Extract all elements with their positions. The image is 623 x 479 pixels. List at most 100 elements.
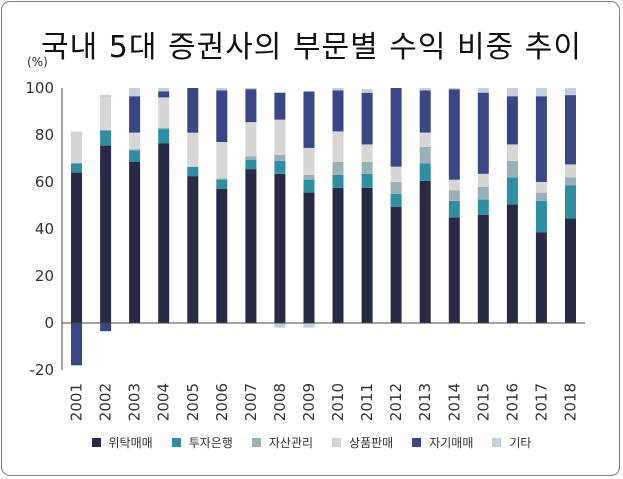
bar-segment-2014-5 — [448, 88, 460, 90]
y-tick-label: 60 — [35, 173, 54, 191]
bar-segment-2010-4 — [332, 90, 344, 132]
bar-segment-2013-2 — [419, 146, 431, 164]
legend-label: 자기매매 — [429, 436, 474, 450]
x-tick-label: 2003 — [126, 383, 144, 421]
bar-segment-2012-2 — [390, 182, 402, 194]
bar-segment-2015-4 — [477, 92, 489, 174]
bar-segment-2003-5 — [129, 88, 141, 97]
legend-label: 상품판매 — [349, 436, 394, 450]
bar-segment-2014-0 — [448, 217, 460, 324]
bar-segment-2018-0 — [565, 218, 576, 323]
bar-segment-2013-5 — [419, 88, 431, 91]
bar-segment-2018-1 — [565, 185, 576, 219]
x-tick-label: 2008 — [271, 383, 289, 421]
y-tick-label: -20 — [30, 361, 55, 379]
bar-segment-2007-5 — [245, 88, 257, 90]
bar-segment-2004-3 — [158, 97, 170, 128]
bar-segment-2003-1 — [129, 150, 141, 162]
legend-swatch — [492, 438, 502, 447]
bar-segment-2008-0 — [274, 173, 286, 323]
bar-segment-2006-5 — [216, 88, 228, 91]
bar-segment-2014-2 — [448, 190, 460, 201]
bar-segment-2011-3 — [361, 144, 373, 162]
x-tick-label: 2012 — [387, 383, 405, 421]
bar-segment-2003-2 — [129, 149, 141, 151]
bar-segment-2002-4 — [100, 323, 112, 332]
bar-segment-2005-3 — [187, 132, 199, 167]
bar-segment-2004-0 — [158, 143, 170, 323]
bar-segment-2008-2 — [274, 155, 286, 161]
legend-label: 투자은행 — [188, 436, 233, 450]
bar-segment-2015-2 — [477, 186, 489, 200]
legend-swatch — [171, 438, 181, 447]
bar-segment-2003-0 — [129, 162, 141, 323]
bar-segment-2010-0 — [332, 187, 344, 323]
bar-segment-2012-4 — [390, 88, 402, 167]
bar-segment-2001-4 — [71, 323, 82, 366]
x-tick-label: 2017 — [532, 383, 550, 421]
bar-segment-2002-5 — [100, 95, 112, 98]
bar-segment-2008-1 — [274, 160, 286, 174]
bar-segment-2012-1 — [390, 193, 402, 207]
bar-segment-2008-3 — [274, 119, 286, 155]
legend-item: 자산관리 — [251, 434, 314, 451]
bar-segment-2009-5 — [303, 323, 315, 328]
bar-segment-2006-3 — [216, 142, 228, 179]
bar-segment-2017-0 — [535, 232, 547, 323]
y-tick-label: 0 — [44, 314, 54, 332]
bar-segment-2013-4 — [419, 90, 431, 133]
bar-segment-2017-5 — [535, 88, 547, 97]
x-tick-label: 2018 — [562, 383, 580, 421]
bar-segment-2016-2 — [506, 160, 518, 178]
legend-swatch — [332, 438, 342, 447]
bar-segment-2003-4 — [129, 96, 141, 133]
legend-swatch — [251, 438, 261, 447]
legend-item: 자기매매 — [412, 434, 473, 451]
x-tick-label: 2010 — [329, 383, 347, 421]
y-axis-unit-label: (%) — [27, 55, 48, 69]
x-tick-label: 2016 — [503, 383, 521, 421]
bar-segment-2017-1 — [535, 200, 547, 233]
y-tick-label: 80 — [35, 126, 54, 144]
bar-segment-2017-4 — [535, 96, 547, 182]
bar-segment-2007-3 — [245, 122, 257, 157]
bar-segment-2011-0 — [361, 187, 373, 323]
bar-segment-2001-0 — [71, 172, 82, 323]
x-tick-label: 2004 — [155, 383, 173, 421]
legend-label: 자산관리 — [268, 436, 314, 450]
bar-segment-2010-1 — [332, 175, 344, 188]
bar-segment-2001-1 — [71, 163, 82, 173]
bar-segment-2008-4 — [274, 92, 286, 120]
y-tick-label: 20 — [35, 267, 54, 285]
bar-segment-2012-3 — [390, 166, 402, 182]
bar-segment-2003-3 — [129, 132, 141, 150]
bar-segment-2017-2 — [535, 192, 547, 201]
bar-segment-2002-0 — [100, 145, 112, 323]
x-tick-label: 2015 — [474, 383, 492, 421]
bar-segment-2012-0 — [390, 206, 402, 323]
legend-label: 기타 — [509, 436, 532, 450]
bar-segment-2006-4 — [216, 90, 228, 142]
bar-segment-2018-2 — [565, 177, 576, 186]
bar-segment-2018-5 — [565, 88, 576, 96]
bar-segment-2007-4 — [245, 89, 257, 123]
bar-segment-2015-0 — [477, 214, 489, 323]
x-tick-label: 2005 — [184, 383, 202, 421]
bar-segment-2009-3 — [303, 147, 315, 175]
bar-segment-2004-5 — [158, 88, 170, 92]
bar-segment-2010-5 — [332, 88, 344, 91]
bar-segment-2011-5 — [361, 89, 373, 93]
bar-segment-2017-3 — [535, 182, 547, 193]
bar-segment-2010-3 — [332, 131, 344, 162]
bar-segment-2005-4 — [187, 88, 199, 133]
bar-segment-2016-4 — [506, 96, 518, 145]
y-tick-label: 100 — [25, 79, 54, 97]
bar-segment-2007-0 — [245, 169, 257, 323]
bar-segment-2009-1 — [303, 179, 315, 193]
bar-segment-2005-0 — [187, 176, 199, 323]
x-tick-label: 2001 — [68, 383, 86, 421]
bar-segment-2004-4 — [158, 91, 170, 98]
bar-segment-2016-3 — [506, 144, 518, 161]
x-tick-label: 2007 — [242, 383, 260, 421]
